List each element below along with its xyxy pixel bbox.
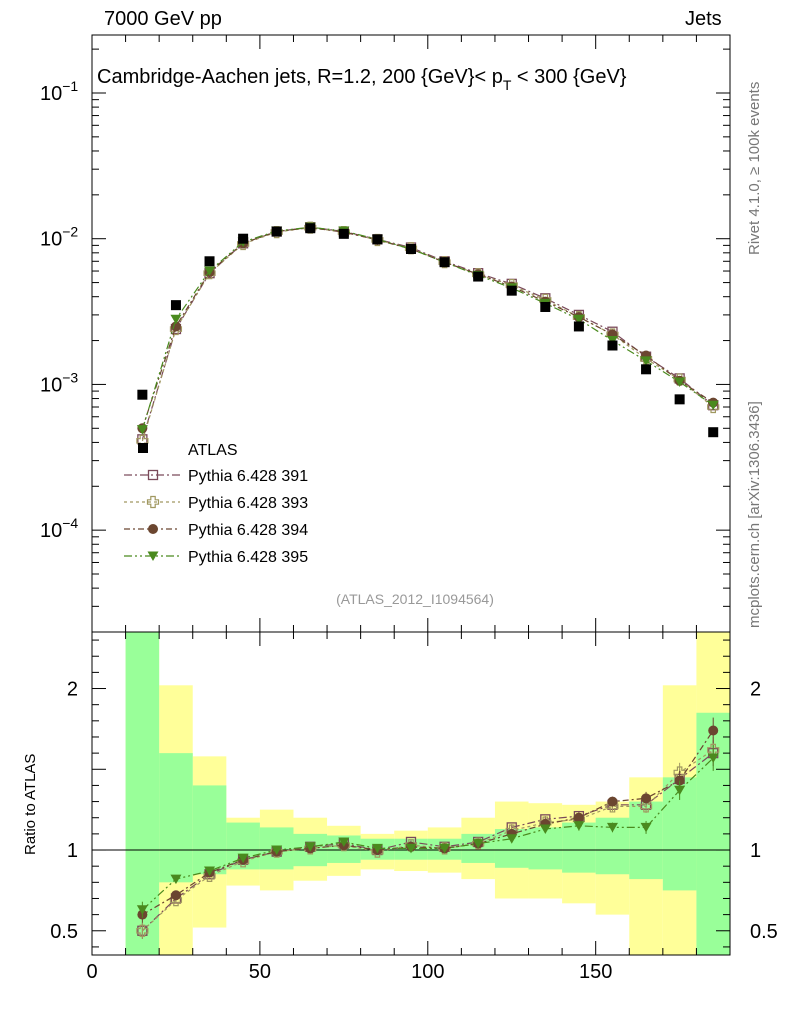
ratio-point-4 <box>271 845 283 856</box>
ratio-line-4 <box>141 757 714 911</box>
atlas-data-point <box>406 243 416 254</box>
main-plot-frame <box>91 34 731 633</box>
mc-line-1 <box>141 226 714 440</box>
y-tick-label: 10−1 <box>40 78 78 105</box>
energy-label: 7000 GeV pp <box>104 8 222 30</box>
mc-point-4 <box>170 314 182 325</box>
legend-marker-3 <box>148 524 158 534</box>
analysis-label: (ATLAS_2012_I1094564) <box>336 591 494 607</box>
atlas-data-point <box>439 257 450 268</box>
uncertainty-band-inner <box>159 753 193 883</box>
mc-point-4 <box>573 314 585 325</box>
atlas-data-point <box>708 427 719 438</box>
legend-marker-2 <box>146 495 160 509</box>
legend-label-1: Pythia 6.428 391 <box>188 468 308 485</box>
ratio-y-tick-label: 1 <box>67 840 78 862</box>
atlas-data-point <box>271 226 282 237</box>
legend-label-3: Pythia 6.428 394 <box>188 522 308 539</box>
atlas-data-point <box>204 256 215 267</box>
chart-title: Cambridge-Aachen jets, R=1.2, 200 {GeV}<… <box>97 66 627 93</box>
ratio-y-tick-label-right: 2 <box>750 679 761 701</box>
atlas-data-point <box>137 389 148 400</box>
ratio-point-4 <box>304 842 316 852</box>
atlas-data-point <box>641 364 652 375</box>
x-tick-label: 50 <box>249 961 271 983</box>
ratio-y-tick-label: 2 <box>67 679 78 701</box>
ratio-point-4 <box>338 837 350 847</box>
atlas-data-point <box>506 285 517 296</box>
ratio-point-4 <box>170 874 182 885</box>
x-tick-label: 0 <box>86 961 97 983</box>
ratio-y-tick-label: 0.5 <box>50 921 78 943</box>
ratio-point-4 <box>136 905 148 915</box>
uncertainty-band-inner <box>125 632 160 955</box>
y-tick-label: 10−2 <box>40 224 78 251</box>
ratio-point-3 <box>708 725 719 736</box>
mc-line-2 <box>141 227 714 442</box>
ratio-point-4 <box>674 785 686 796</box>
ratio-point-4 <box>204 866 216 877</box>
atlas-data-point <box>338 228 349 239</box>
legend-marker-atlas <box>138 443 148 453</box>
uncertainty-band-inner <box>192 785 227 875</box>
mc-point-4 <box>674 377 686 387</box>
ratio-point-4 <box>640 822 652 833</box>
y-tick-label: 10−3 <box>40 369 78 396</box>
ratio-point-4 <box>472 839 484 849</box>
atlas-data-point <box>540 301 551 312</box>
legend-label-2: Pythia 6.428 393 <box>188 495 308 512</box>
x-tick-label: 100 <box>411 961 444 983</box>
ratio-line-3 <box>142 730 714 916</box>
atlas-data-point <box>573 321 584 332</box>
atlas-data-point <box>170 300 181 311</box>
mc-line-4 <box>141 226 714 430</box>
ratio-point-4 <box>539 824 551 835</box>
atlas-data-point <box>674 394 685 405</box>
ratio-point-4 <box>405 843 417 854</box>
atlas-data-point <box>607 340 618 351</box>
ratio-y-tick-label-right: 1 <box>750 840 761 862</box>
uncertainty-band-inner <box>528 827 563 870</box>
ratio-point-4 <box>506 834 518 844</box>
mc-point-4 <box>204 266 216 277</box>
ratio-point-4 <box>439 843 451 854</box>
ratio-point-4 <box>707 753 719 763</box>
legend-label-atlas: ATLAS <box>188 442 238 459</box>
ratio-point-4 <box>573 821 585 831</box>
category-label: Jets <box>685 8 722 30</box>
legend-label-4: Pythia 6.428 395 <box>188 549 308 566</box>
atlas-data-point <box>473 271 484 282</box>
ratio-point-4 <box>371 843 383 854</box>
uncertainty-band-inner <box>629 801 663 880</box>
legend-marker-4 <box>147 551 159 561</box>
mc-point-4 <box>136 425 148 435</box>
ratio-point-3 <box>170 890 181 901</box>
ratio-plot-frame <box>91 631 731 956</box>
atlas-data-point <box>305 223 316 234</box>
x-tick-label: 150 <box>579 961 612 983</box>
uncertainty-band-inner <box>562 822 596 873</box>
atlas-data-point <box>372 234 383 245</box>
ratio-point-4 <box>237 853 249 864</box>
mc-point-4 <box>640 356 652 366</box>
ratio-point-3 <box>573 812 584 823</box>
y-tick-label: 10−4 <box>40 515 78 542</box>
ratio-point-4 <box>606 822 618 833</box>
mc-point-4 <box>707 400 719 411</box>
legend-marker-1 <box>147 469 159 481</box>
ratio-y-tick-label-right: 0.5 <box>750 921 778 943</box>
ratio-point-3 <box>641 793 652 804</box>
ratio-point-2 <box>639 800 653 813</box>
ratio-point-2 <box>136 924 149 937</box>
ratio-point-3 <box>607 796 618 807</box>
atlas-data-point <box>238 233 249 244</box>
